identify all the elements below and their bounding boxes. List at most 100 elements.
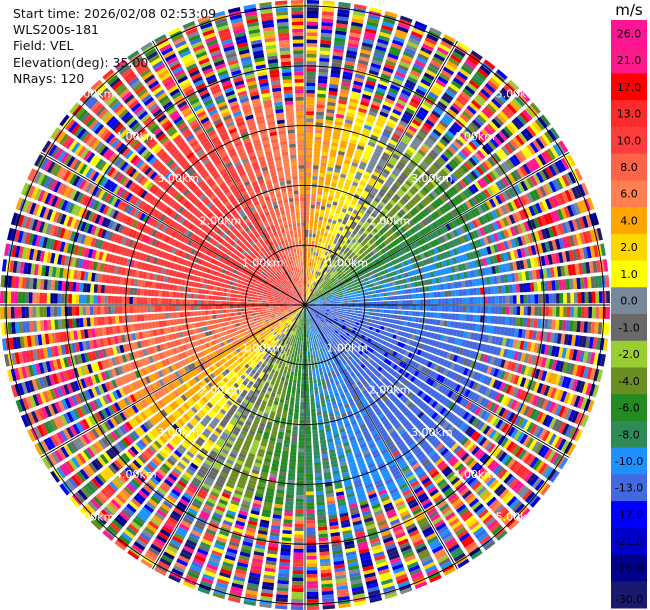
velocity-gate <box>320 205 326 211</box>
velocity-gate <box>317 223 322 228</box>
velocity-gate <box>584 306 589 319</box>
velocity-gate <box>306 322 308 327</box>
velocity-gate <box>436 46 449 56</box>
velocity-gate <box>383 182 391 189</box>
velocity-gate <box>339 143 347 149</box>
velocity-gate <box>456 181 464 191</box>
velocity-gate <box>354 151 362 158</box>
velocity-gate <box>410 122 420 130</box>
velocity-gate <box>318 526 328 531</box>
velocity-gate <box>335 224 340 230</box>
velocity-gate <box>368 161 376 168</box>
velocity-gate <box>387 189 395 196</box>
velocity-gate <box>464 127 474 137</box>
velocity-gate <box>345 198 352 204</box>
velocity-gate <box>330 277 335 281</box>
velocity-gate <box>374 258 380 264</box>
velocity-gate <box>443 34 456 44</box>
velocity-gate <box>318 216 324 221</box>
velocity-gate <box>315 368 319 373</box>
velocity-gate <box>389 235 395 242</box>
velocity-gate <box>361 42 374 49</box>
velocity-gate <box>325 240 330 245</box>
velocity-gate <box>506 349 512 359</box>
velocity-gate <box>482 257 488 266</box>
velocity-gate <box>401 155 410 163</box>
velocity-gate <box>398 188 406 196</box>
velocity-gate <box>434 262 440 269</box>
velocity-gate <box>526 192 534 203</box>
velocity-gate <box>453 281 459 289</box>
velocity-gate <box>399 209 406 216</box>
velocity-gate <box>353 80 364 87</box>
velocity-gate <box>548 306 553 317</box>
velocity-gate <box>397 295 402 300</box>
velocity-gate <box>409 264 414 270</box>
velocity-gate <box>366 241 372 247</box>
velocity-gate <box>529 123 540 135</box>
velocity-gate <box>316 111 325 116</box>
velocity-gate <box>493 275 498 284</box>
velocity-gate <box>343 185 350 191</box>
velocity-gate <box>341 257 346 263</box>
velocity-gate <box>465 252 472 261</box>
velocity-gate <box>336 221 341 227</box>
velocity-gate <box>370 104 380 111</box>
velocity-gate <box>473 152 483 162</box>
velocity-gate <box>426 137 435 146</box>
velocity-gate <box>407 237 414 244</box>
velocity-gate <box>331 278 336 283</box>
velocity-gate <box>551 225 558 237</box>
velocity-gate <box>352 181 359 187</box>
velocity-gate <box>323 280 327 284</box>
velocity-gate <box>407 229 413 236</box>
velocity-gate <box>387 305 392 309</box>
velocity-gate <box>377 213 384 220</box>
velocity-gate <box>446 212 454 220</box>
velocity-gate <box>311 197 316 202</box>
velocity-gate <box>313 251 316 256</box>
velocity-gate <box>506 141 516 152</box>
velocity-gate <box>305 298 308 302</box>
velocity-gate <box>353 235 359 241</box>
velocity-gate <box>380 155 389 162</box>
velocity-gate <box>319 286 323 290</box>
velocity-gate <box>318 537 329 542</box>
velocity-gate <box>380 279 385 285</box>
velocity-gate <box>519 222 527 233</box>
velocity-gate <box>461 110 472 120</box>
velocity-gate <box>360 49 372 56</box>
velocity-gate <box>318 260 322 265</box>
velocity-gate <box>491 296 496 304</box>
velocity-gate <box>358 308 363 311</box>
velocity-gate <box>321 288 325 292</box>
velocity-gate <box>320 209 325 214</box>
velocity-gate <box>420 245 426 252</box>
velocity-gate <box>440 268 446 276</box>
velocity-gate <box>484 159 493 169</box>
velocity-gate <box>383 296 388 301</box>
velocity-gate <box>334 270 338 275</box>
velocity-gate <box>546 212 554 224</box>
velocity-gate <box>325 282 329 286</box>
velocity-gate <box>421 266 427 273</box>
velocity-gate <box>381 131 391 139</box>
velocity-gate <box>378 289 383 293</box>
velocity-gate <box>394 258 400 264</box>
velocity-gate <box>436 197 444 206</box>
velocity-gate <box>520 148 530 160</box>
velocity-gate <box>366 253 372 259</box>
velocity-gate <box>310 204 315 209</box>
velocity-gate <box>503 240 510 250</box>
velocity-gate <box>506 227 513 238</box>
velocity-gate <box>339 234 345 240</box>
velocity-gate <box>381 264 387 270</box>
velocity-gate <box>340 211 346 217</box>
velocity-gate <box>519 195 528 206</box>
velocity-gate <box>350 257 356 262</box>
velocity-gate <box>440 215 448 224</box>
velocity-gate <box>517 132 528 144</box>
velocity-gate <box>361 257 366 263</box>
velocity-gate <box>544 319 549 330</box>
velocity-gate <box>544 198 553 210</box>
